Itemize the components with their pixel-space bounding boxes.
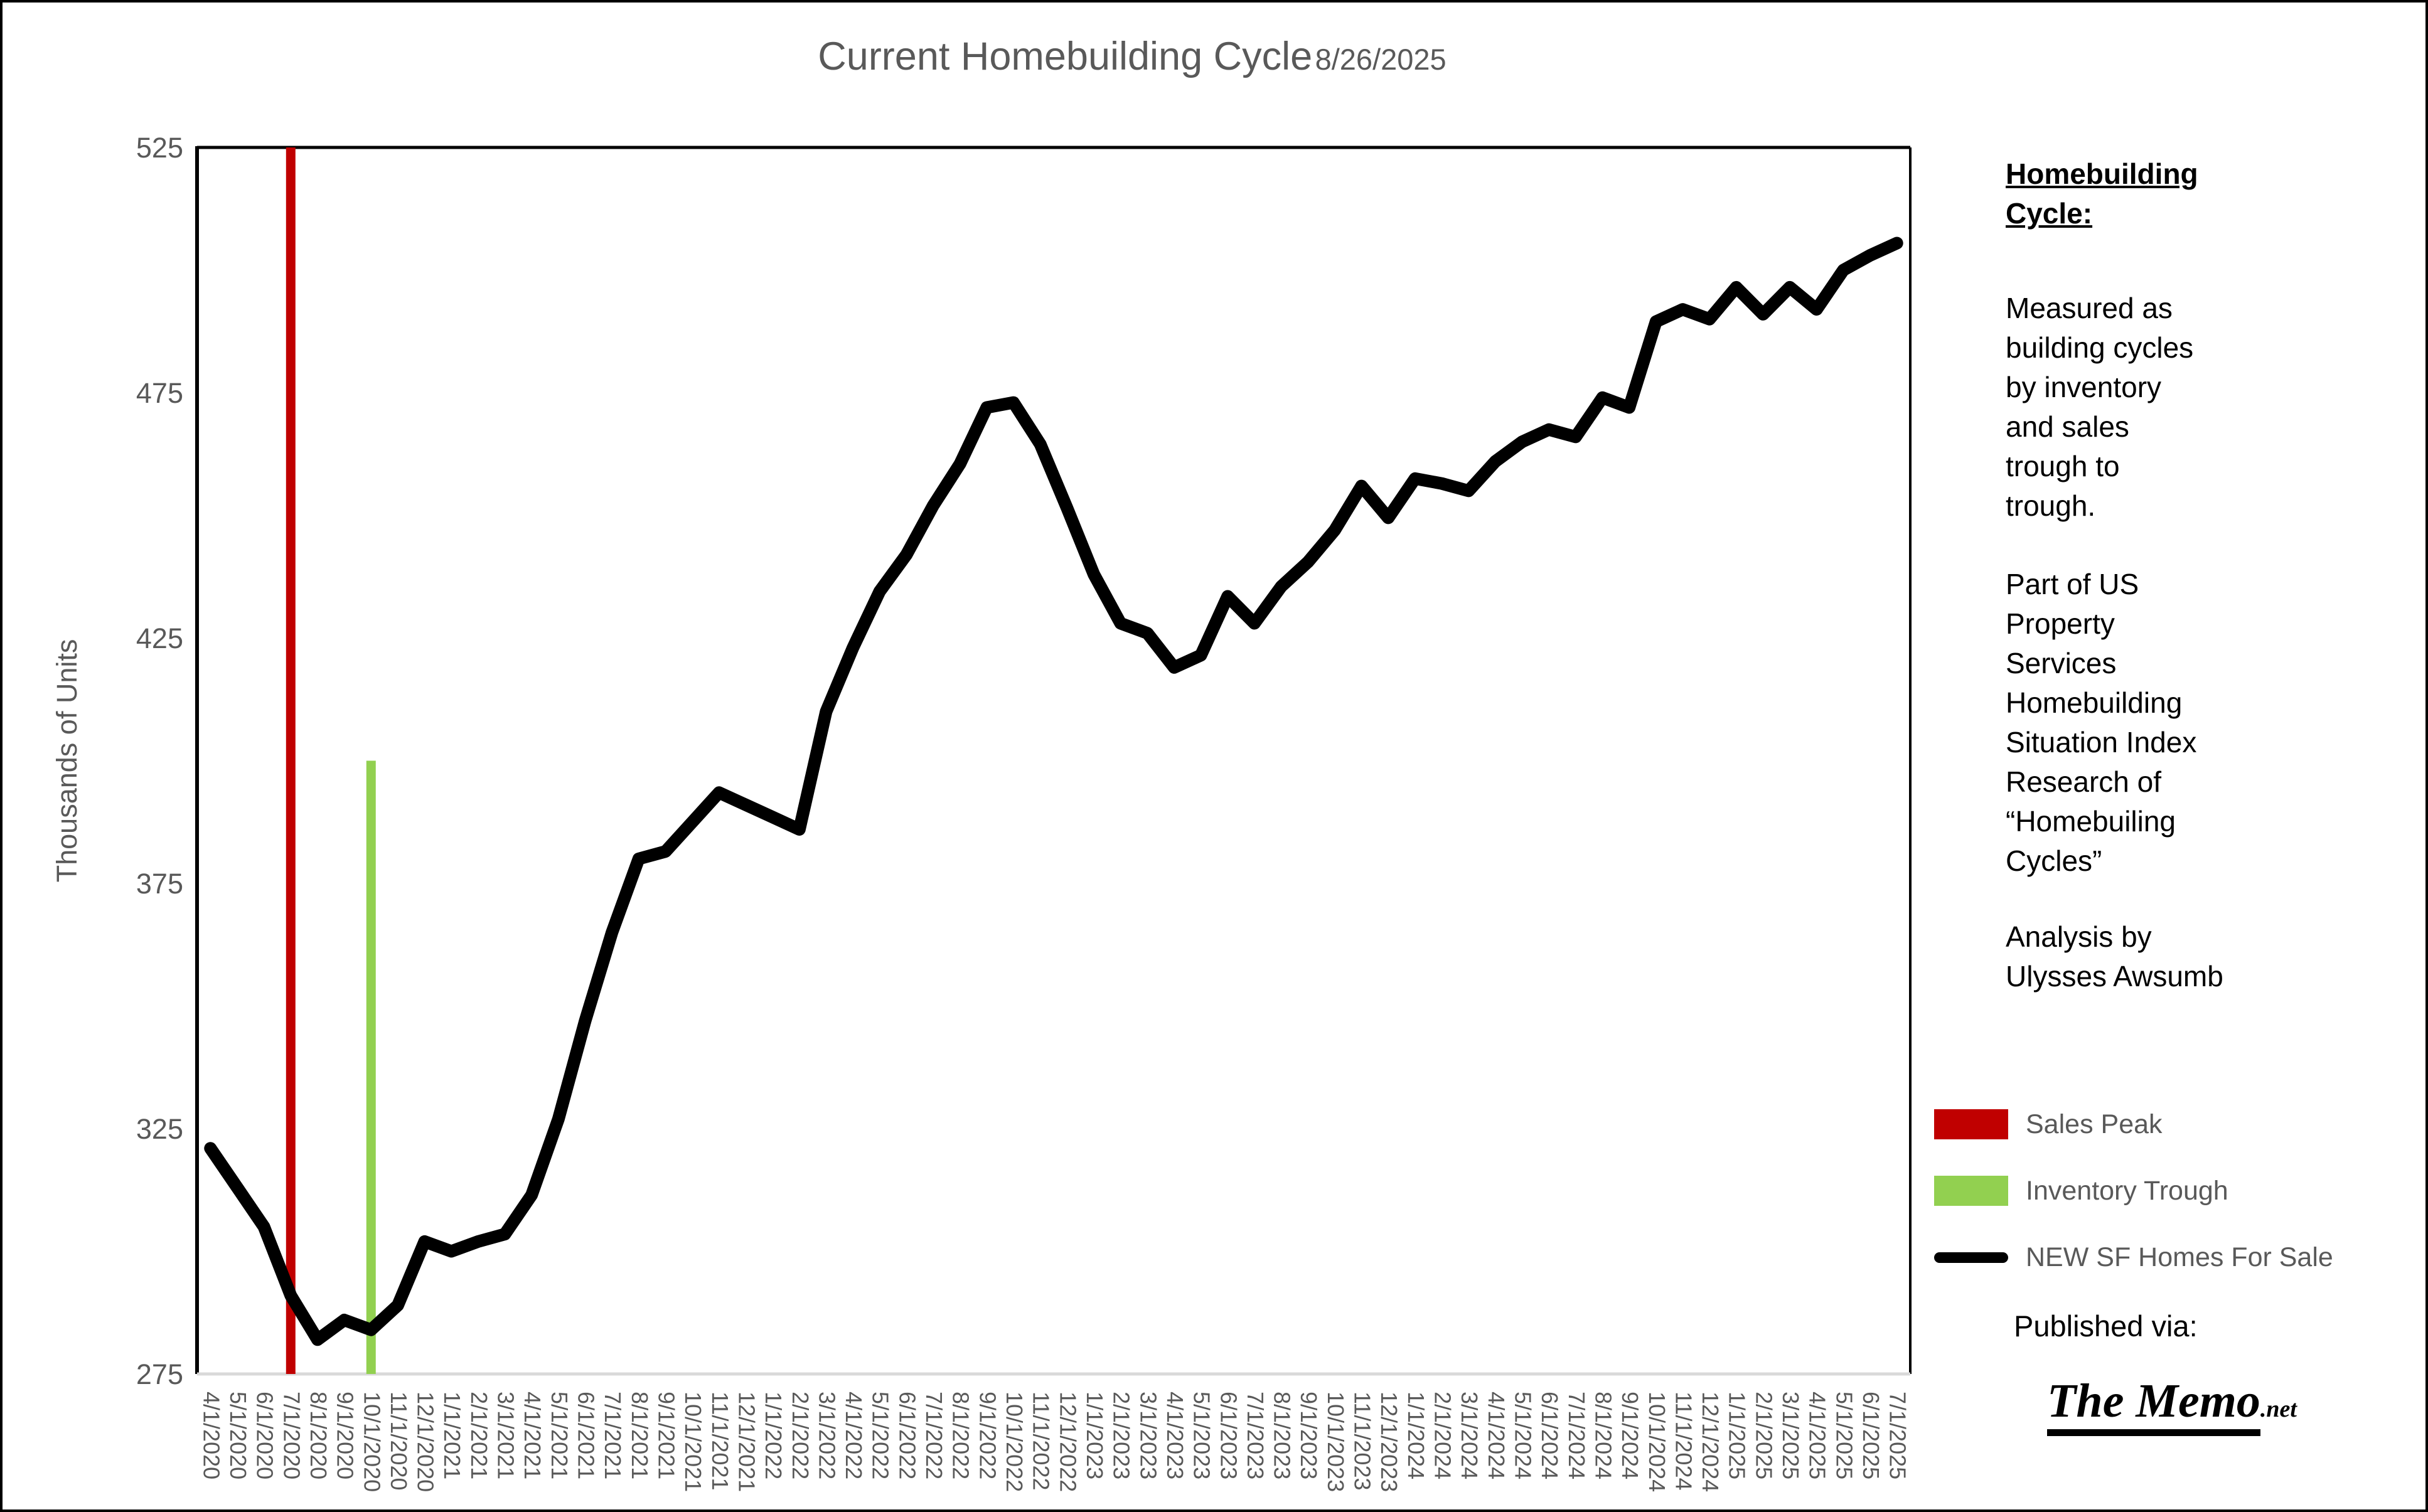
memo-logo: The Memo.net [2047,1374,2297,1436]
x-tick-label: 11/1/2020 [386,1392,412,1490]
y-tick-label: 425 [136,622,183,654]
x-tick-label: 12/1/2024 [1698,1392,1723,1492]
side-panel-paragraph-measured: Measured as building cycles by inventory… [2006,292,2194,522]
x-tick-label: 10/1/2023 [1323,1392,1349,1492]
y-tick-label: 375 [136,868,183,900]
legend-label: Inventory Trough [2026,1175,2228,1206]
x-tick-label: 2/1/2021 [466,1392,492,1479]
memo-logo-text: The Memo [2047,1375,2260,1436]
x-tick-label: 1/1/2022 [761,1392,786,1479]
x-tick-label: 7/1/2025 [1885,1392,1911,1479]
legend-item-inventory-trough: Inventory Trough [1934,1173,2333,1208]
x-tick-label: 9/1/2022 [975,1392,1000,1479]
x-tick-label: 10/1/2020 [359,1392,385,1492]
legend-item-new-sf-homes-for-sale: NEW SF Homes For Sale [1934,1240,2333,1275]
x-tick-label: 4/1/2023 [1162,1392,1188,1479]
x-tick-label: 6/1/2023 [1216,1392,1241,1479]
x-tick-label: 3/1/2022 [814,1392,840,1479]
x-tick-label: 9/1/2021 [654,1392,680,1479]
side-panel-paragraph-research: Part of US Property Services Homebuildin… [2006,568,2197,877]
legend-item-sales-peak: Sales Peak [1934,1107,2333,1142]
x-tick-label: 9/1/2020 [333,1392,358,1479]
x-tick-label: 2/1/2024 [1430,1392,1456,1479]
x-tick-label: 7/1/2024 [1564,1392,1590,1479]
x-tick-label: 3/1/2025 [1778,1392,1804,1479]
x-tick-label: 5/1/2025 [1831,1392,1857,1479]
x-tick-label: 6/1/2025 [1858,1392,1884,1479]
y-axis-title: Thousands of Units [51,639,83,883]
x-tick-label: 2/1/2022 [788,1392,813,1479]
x-tick-label: 5/1/2022 [868,1392,894,1479]
x-tick-label: 6/1/2024 [1537,1392,1563,1479]
x-tick-label: 7/1/2021 [600,1392,626,1479]
legend-label: Sales Peak [2026,1109,2163,1139]
x-tick-label: 5/1/2023 [1189,1392,1215,1479]
x-tick-label: 7/1/2022 [921,1392,947,1479]
x-tick-label: 10/1/2022 [1002,1392,1027,1492]
x-tick-label: 5/1/2020 [225,1392,251,1479]
x-tick-label: 9/1/2023 [1296,1392,1322,1479]
published-via-label: Published via: [2014,1309,2198,1343]
x-tick-label: 8/1/2022 [948,1392,974,1479]
chart-title: Current Homebuilding Cycle [818,35,1313,78]
x-tick-label: 9/1/2024 [1617,1392,1643,1479]
legend-swatch-new-sf-homes-for-sale [1934,1252,2008,1263]
x-tick-label: 10/1/2021 [680,1392,706,1492]
x-tick-label: 1/1/2023 [1082,1392,1108,1479]
x-tick-label: 6/1/2022 [894,1392,920,1479]
x-tick-label: 6/1/2021 [574,1392,599,1479]
x-tick-label: 4/1/2020 [198,1392,224,1479]
legend-swatch-sales-peak [1934,1109,2008,1139]
x-tick-label: 5/1/2024 [1511,1392,1536,1479]
legend: Sales Peak Inventory Trough NEW SF Homes F… [1934,1107,2333,1306]
homebuilding-cycle-chart: 275 325 375 425 475 525 Thousands of Units 4/1/… [51,132,1912,1492]
x-tick-label: 8/1/2024 [1591,1392,1617,1479]
series-line [204,237,1903,1346]
x-tick-label: 7/1/2023 [1243,1392,1268,1479]
x-tick-label: 11/1/2023 [1350,1392,1376,1490]
chart-title-block: Current Homebuilding Cycle 8/26/2025 [3,34,2262,79]
x-tick-label: 10/1/2024 [1644,1392,1670,1492]
memo-logo-suffix: .net [2260,1396,2297,1422]
x-tick-label: 11/1/2021 [707,1392,733,1490]
x-tick-label: 4/1/2024 [1484,1392,1509,1479]
x-tick-label: 12/1/2023 [1376,1392,1402,1492]
x-tick-label: 1/1/2025 [1725,1392,1750,1479]
x-tick-label: 2/1/2023 [1109,1392,1135,1479]
x-tick-label: 6/1/2020 [252,1392,278,1479]
legend-label: NEW SF Homes For Sale [2026,1242,2333,1272]
x-tick-label: 4/1/2021 [520,1392,545,1479]
x-tick-label: 11/1/2022 [1029,1392,1054,1490]
x-tick-label: 4/1/2022 [841,1392,867,1479]
x-tick-label: 2/1/2025 [1751,1392,1777,1479]
x-tick-label: 5/1/2021 [547,1392,572,1479]
x-tick-label: 12/1/2022 [1055,1392,1081,1492]
y-tick-label: 525 [136,132,183,164]
x-tick-label: 1/1/2021 [439,1392,465,1479]
x-tick-label: 8/1/2020 [306,1392,331,1479]
x-tick-label: 3/1/2024 [1457,1392,1482,1479]
y-tick-label: 325 [136,1113,183,1145]
x-tick-label: 4/1/2025 [1805,1392,1831,1479]
x-tick-label: 12/1/2021 [734,1392,760,1492]
x-tick-label: 12/1/2020 [413,1392,439,1492]
side-panel-heading: Homebuilding Cycle: [2006,157,2198,230]
x-tick-label: 7/1/2020 [279,1392,304,1479]
side-panel: Homebuilding Cycle: Measured as building… [2006,154,2301,996]
x-tick-label: 8/1/2021 [627,1392,653,1479]
x-tick-label: 11/1/2024 [1671,1392,1696,1490]
legend-swatch-inventory-trough [1934,1176,2008,1206]
x-tick-label: 8/1/2023 [1270,1392,1295,1479]
side-panel-paragraph-analysis: Analysis by Ulysses Awsumb [2006,920,2223,993]
x-tick-label: 1/1/2024 [1403,1392,1429,1479]
y-tick-label: 475 [136,377,183,409]
y-tick-label: 275 [136,1358,183,1390]
chart-title-date: 8/26/2025 [1315,43,1447,76]
x-tick-label: 3/1/2021 [493,1392,519,1479]
x-tick-label: 3/1/2023 [1135,1392,1161,1479]
